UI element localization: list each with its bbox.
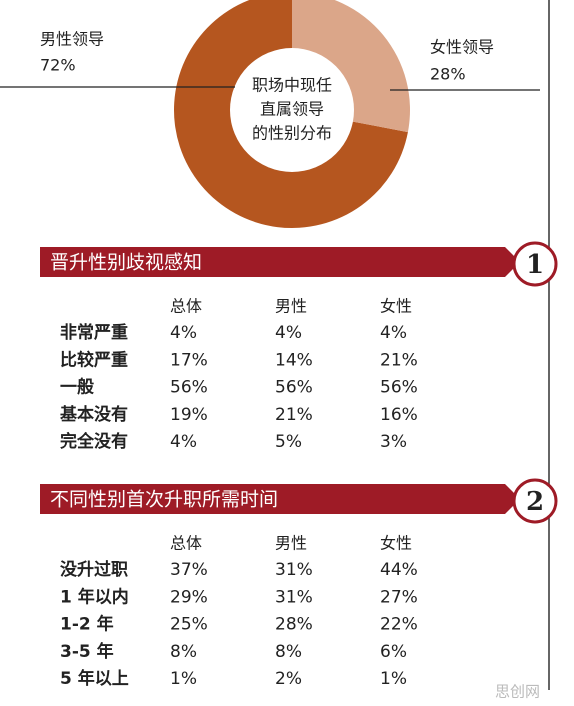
table-cell: 21%	[275, 405, 313, 425]
table-cell: 56%	[275, 378, 313, 398]
row-label: 3-5 年	[60, 641, 114, 662]
watermark: 思创网	[495, 683, 540, 701]
table-cell: 22%	[380, 615, 418, 635]
donut-slice	[174, 0, 408, 228]
table-cell: 4%	[170, 432, 197, 452]
table-cell: 4%	[380, 323, 407, 343]
row-label: 一般	[60, 377, 94, 398]
value-label: 72%	[40, 56, 76, 75]
table-cell: 56%	[380, 378, 418, 398]
table-cell: 19%	[170, 405, 208, 425]
center-title: 职场中现任	[252, 76, 332, 95]
table-cell: 4%	[275, 323, 302, 343]
legend-label: 女性领导	[430, 38, 494, 57]
table-header: 女性	[380, 297, 412, 316]
section-banner	[40, 484, 520, 514]
table-cell: 31%	[275, 560, 313, 580]
table-cell: 2%	[275, 669, 302, 689]
table-cell: 3%	[380, 432, 407, 452]
table-cell: 17%	[170, 350, 208, 370]
row-label: 5 年以上	[60, 668, 129, 689]
table-cell: 25%	[170, 615, 208, 635]
donut-hole	[230, 48, 354, 172]
table-cell: 1%	[170, 669, 197, 689]
table-cell: 27%	[380, 587, 418, 607]
table-header: 总体	[170, 297, 202, 316]
table-cell: 8%	[170, 642, 197, 662]
section-title: 晋升性别歧视感知	[50, 252, 202, 274]
table-header: 男性	[275, 534, 307, 553]
section-title: 不同性别首次升职所需时间	[50, 489, 278, 511]
value-label: 28%	[430, 65, 466, 84]
center-title: 直属领导	[260, 100, 324, 119]
row-label: 没升过职	[60, 560, 128, 580]
table-cell: 1%	[380, 669, 407, 689]
section-badge	[512, 478, 558, 524]
row-label: 非常严重	[60, 322, 128, 343]
table-cell: 4%	[170, 323, 197, 343]
section-banner	[40, 247, 520, 277]
row-label: 比较严重	[60, 349, 128, 370]
legend-label: 男性领导	[40, 30, 104, 49]
table-cell: 14%	[275, 350, 313, 370]
section-badge	[512, 241, 558, 287]
table-cell: 29%	[170, 587, 208, 607]
table-cell: 56%	[170, 378, 208, 398]
table-cell: 5%	[275, 432, 302, 452]
table-cell: 44%	[380, 560, 418, 580]
table-header: 男性	[275, 297, 307, 316]
table-cell: 8%	[275, 642, 302, 662]
section-number: 2	[526, 487, 544, 517]
row-label: 1 年以内	[60, 586, 129, 607]
table-header: 总体	[170, 534, 202, 553]
row-label: 1-2 年	[60, 614, 114, 635]
row-label: 完全没有	[60, 431, 128, 452]
table-cell: 31%	[275, 587, 313, 607]
section-number: 1	[526, 250, 544, 280]
table-cell: 16%	[380, 405, 418, 425]
row-label: 基本没有	[59, 404, 128, 425]
donut-slice	[292, 0, 410, 133]
table-cell: 21%	[380, 350, 418, 370]
table-header: 女性	[380, 534, 412, 553]
center-title: 的性别分布	[252, 124, 332, 143]
table-cell: 28%	[275, 615, 313, 635]
table-cell: 6%	[380, 642, 407, 662]
donut	[174, 0, 410, 228]
table-cell: 37%	[170, 560, 208, 580]
